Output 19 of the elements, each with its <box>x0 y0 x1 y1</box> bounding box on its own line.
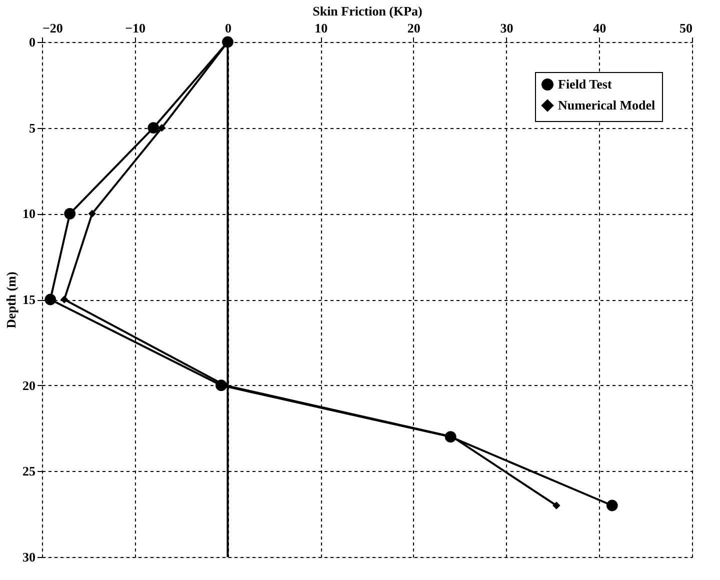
x-tick-label: 0 <box>224 20 232 36</box>
x-tick-label: −20 <box>42 20 63 36</box>
x-axis-title: Skin Friction (KPa) <box>312 4 422 18</box>
x-tick-label: 40 <box>593 20 606 36</box>
y-tick-label: 0 <box>29 34 36 50</box>
x-tick-label: 10 <box>314 20 328 36</box>
legend-label: Numerical Model <box>558 98 656 112</box>
y-tick-label: 20 <box>22 378 36 393</box>
y-tick-label: 25 <box>22 464 36 479</box>
y-axis-title: Depth (m) <box>4 272 18 328</box>
y-tick-label: 10 <box>22 206 36 222</box>
x-tick-label: 50 <box>680 20 692 36</box>
x-tick-label: −10 <box>125 20 146 36</box>
x-tick-label: 30 <box>500 20 514 36</box>
x-tick-label: 20 <box>407 20 420 36</box>
y-tick-label: 5 <box>29 120 36 136</box>
legend-label: Field Test <box>558 76 612 92</box>
y-tick-label: 30 <box>22 550 36 564</box>
y-tick-label: 15 <box>22 292 36 307</box>
